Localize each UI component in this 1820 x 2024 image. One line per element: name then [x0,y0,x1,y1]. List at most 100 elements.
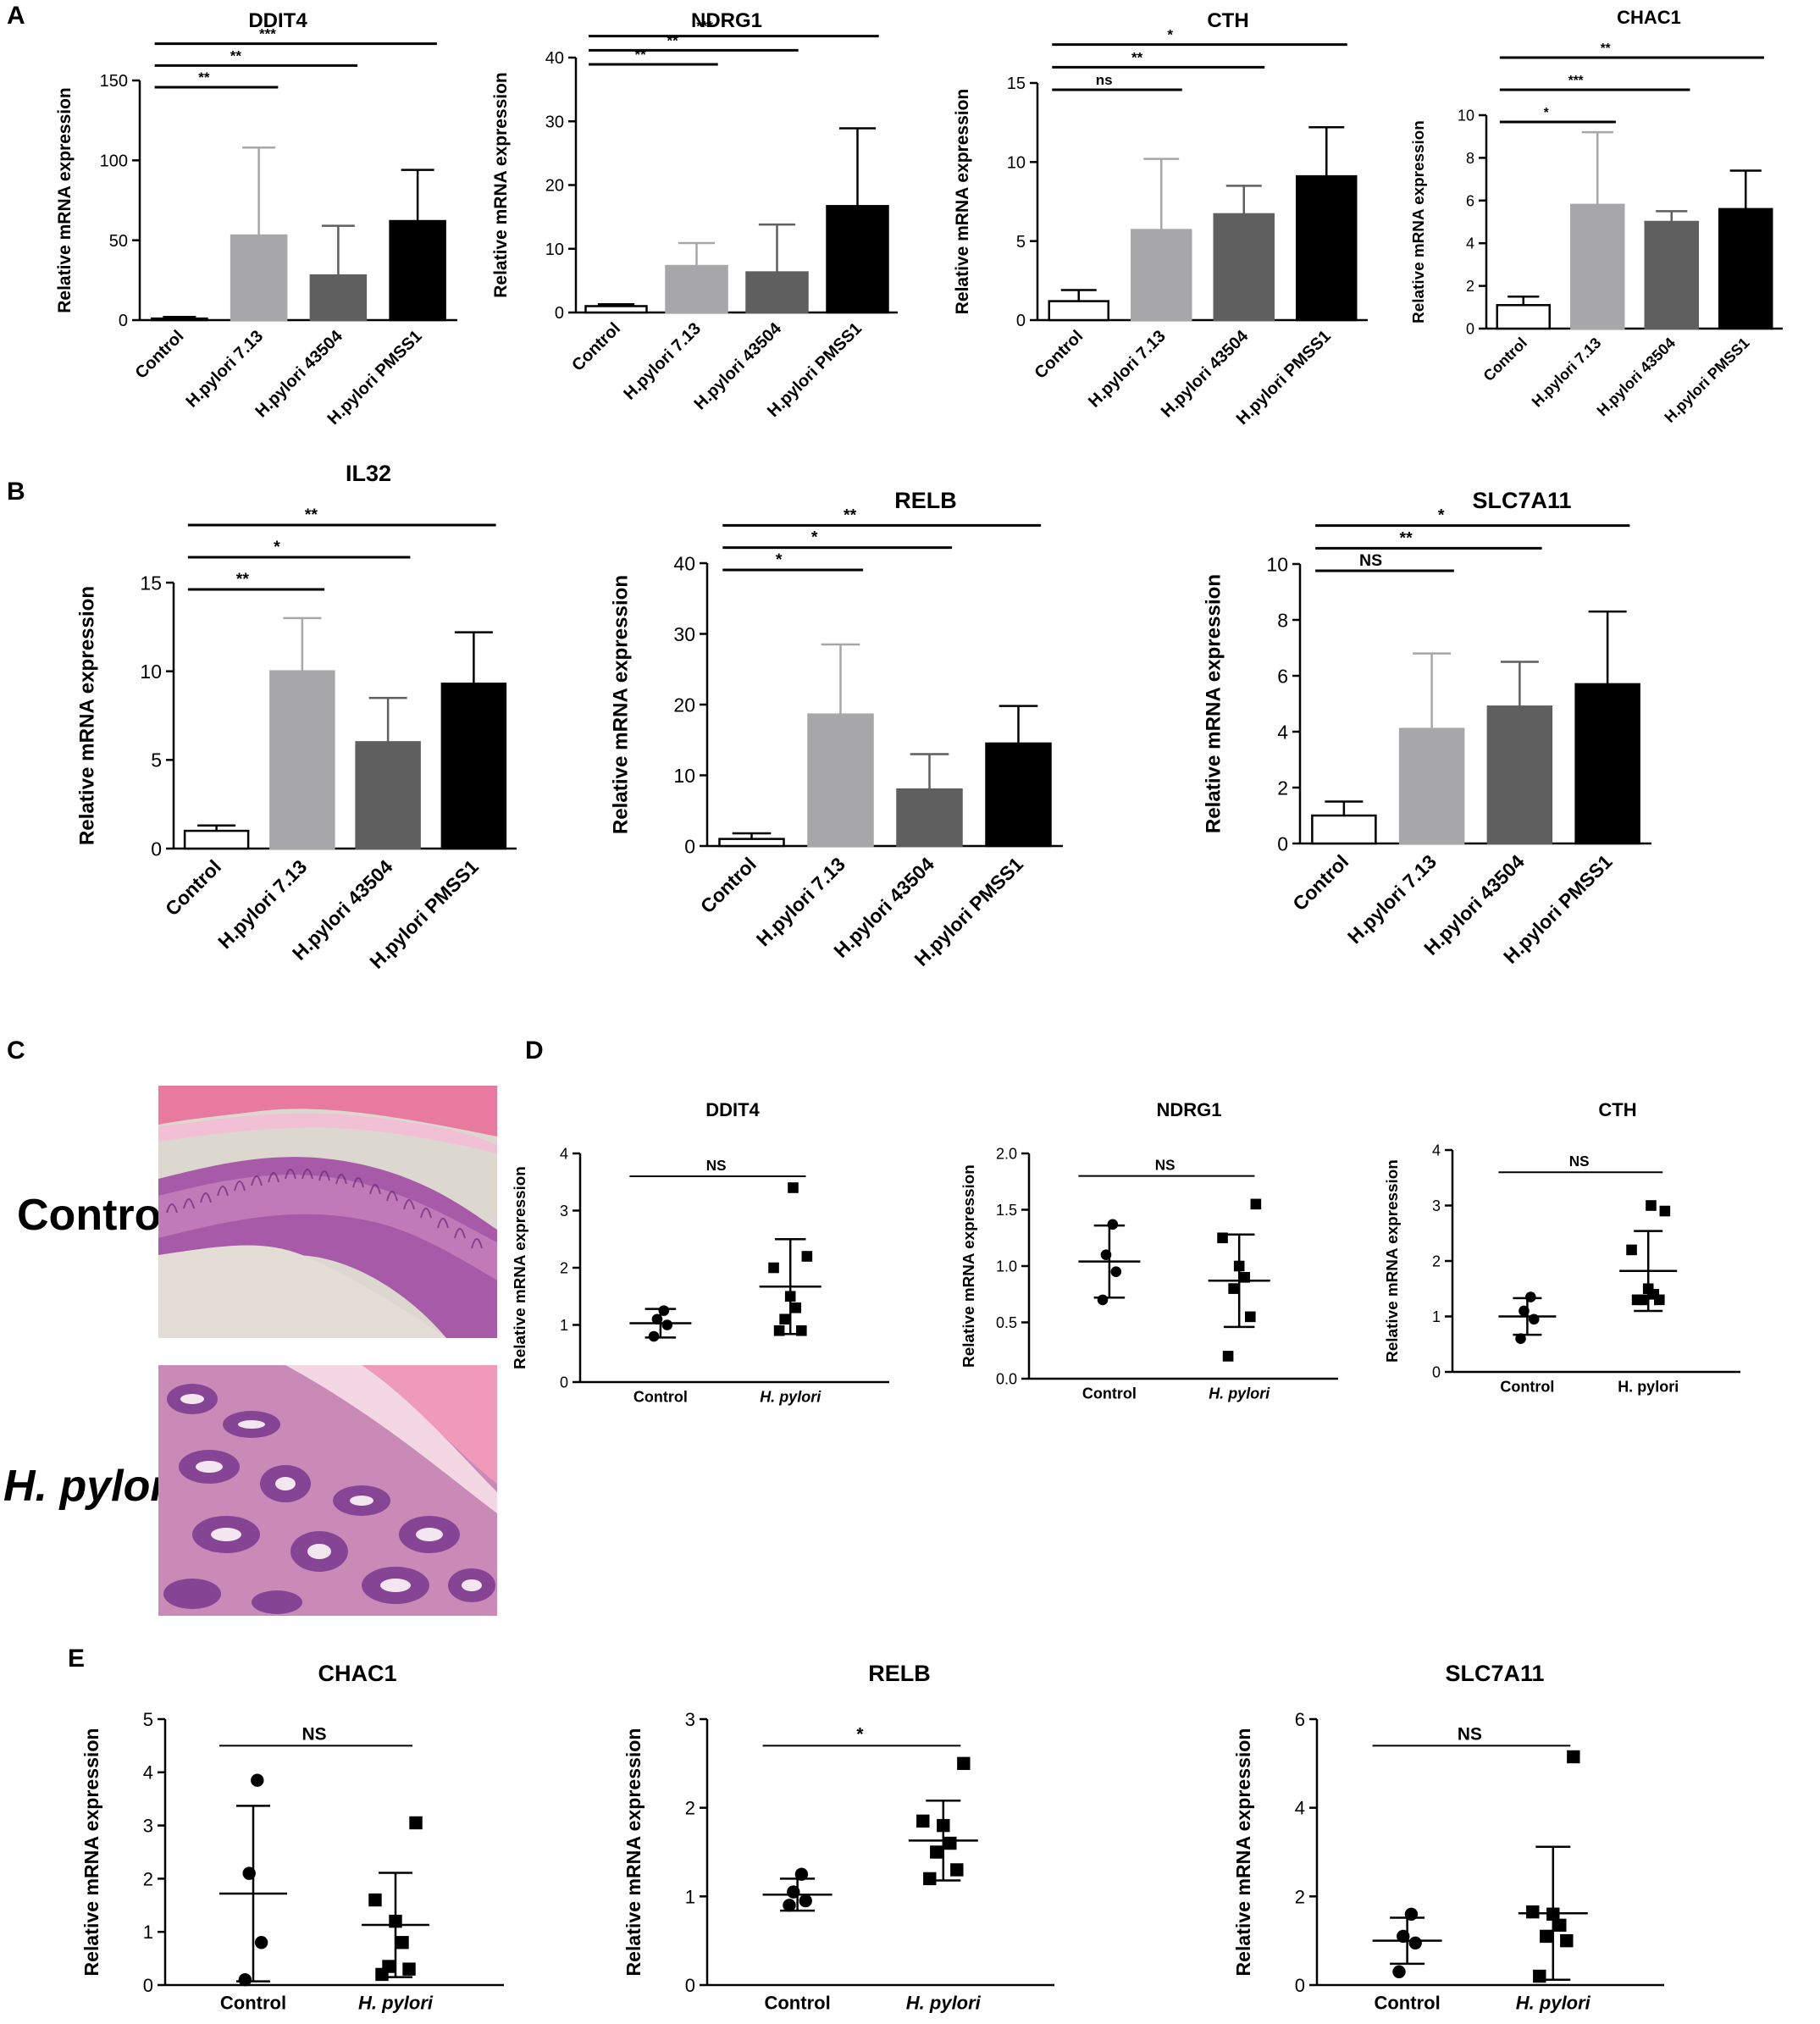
y-tick-label: 3 [685,1709,695,1730]
data-point [658,1305,670,1316]
bar [230,234,288,322]
bar [183,829,250,850]
bar [985,742,1052,848]
chart-title: RELB [894,488,957,513]
chart-title: NDRG1 [1156,1099,1221,1120]
y-tick-label: 2 [560,1259,568,1276]
significance-label: ** [1131,49,1143,65]
y-tick-label: 3 [1432,1197,1441,1214]
data-point [1250,1198,1262,1210]
bar [309,274,368,322]
y-axis-label: Relative mRNA expression [55,87,75,313]
significance-label: ** [844,506,857,524]
significance-label: ** [198,69,210,86]
y-tick-label: 10 [545,241,564,259]
data-point [1110,1266,1122,1277]
bar [355,741,421,850]
data-point [788,1182,799,1193]
bar [1131,229,1192,322]
y-tick-label: 1.0 [996,1258,1017,1275]
y-tick-label: 0 [685,1975,695,1996]
bar [269,670,335,850]
y-tick-label: 0 [555,304,564,323]
significance-label: ** [230,47,242,64]
significance-label: NS [1359,551,1382,570]
x-tick-label: Control [220,1993,286,2014]
significance-label: * [1544,106,1549,120]
data-point [402,1962,416,1976]
data-point [1560,1933,1574,1948]
data-point [1217,1232,1228,1244]
chart-d-ddit4: DDIT4 0 1 2 3 4 Relative mRNA expression Contro… [512,1099,889,1405]
panel-letter-a: A [7,2,25,30]
chart-e-chac1: CHAC1 0 1 2 3 4 5 Relative mRNA expression Contr… [80,1661,504,2014]
data-point [1097,1294,1109,1306]
chart-title: NDRG1 [691,9,762,32]
y-tick-label: 0 [151,838,162,860]
y-tick-label: 20 [545,177,564,196]
y-tick-label: 10 [673,765,695,787]
x-tick-label: H.pylori 7.13 [213,855,311,953]
y-tick-label: 40 [545,49,564,68]
y-tick-label: 4 [1466,235,1474,252]
y-tick-label: 0.5 [996,1314,1017,1331]
data-point [242,1866,256,1880]
y-axis-label: Relative mRNA expression [960,1164,978,1368]
x-tick-label: Control [132,327,188,383]
y-tick-label: 2 [1466,278,1474,295]
significance-label: *** [259,26,276,42]
y-tick-label: 1 [685,1886,695,1907]
data-point [251,1773,264,1787]
bar [1398,727,1465,845]
y-tick-label: 0 [143,1975,153,1996]
x-tick-label: Control [1480,335,1530,384]
data-point [779,1313,790,1325]
data-point [930,1845,943,1859]
significance-label: NS [301,1724,326,1744]
bar [896,788,963,848]
chart-title: DDIT4 [705,1099,760,1120]
y-tick-label: 15 [1007,75,1026,93]
y-tick-label: 8 [1277,609,1288,631]
data-point [1233,1260,1245,1272]
x-tick-label: Control [1082,1385,1137,1402]
chart-d-cth: CTH 0 1 2 3 4 Relative mRNA expression Control H… [1384,1099,1740,1395]
data-point [1515,1333,1526,1344]
bar [665,264,728,314]
data-point [238,1973,252,1987]
y-tick-label: 2 [1295,1886,1305,1907]
y-tick-label: 6 [1466,192,1474,209]
x-tick-label: H.pylori 7.13 [620,319,705,404]
chart-b-il32: IL32 0 5 10 15 Relative mRNA expression Contro… [76,461,517,973]
x-tick-label: H.pylori 43504 [1158,326,1253,421]
data-point [382,1960,396,1973]
y-axis-label: Relative mRNA expression [622,1728,644,1976]
data-point [1222,1351,1234,1362]
data-point [254,1936,268,1949]
x-tick-label: H. pylori [906,1993,982,2014]
x-tick-label: H. pylori [760,1388,821,1405]
data-point [1525,1291,1536,1302]
x-tick-label: Control [696,853,761,917]
y-axis-label: Relative mRNA expression [76,586,99,845]
chart-title: IL32 [346,461,391,486]
data-point [409,1816,423,1830]
y-tick-label: 4 [143,1762,153,1783]
data-point [1642,1283,1654,1295]
y-tick-label: 2 [1432,1253,1441,1269]
significance-label: ns [1096,72,1113,88]
y-tick-label: 0 [1432,1363,1441,1380]
data-point [389,1914,402,1928]
data-point [1404,1907,1419,1921]
chart-title: SLC7A11 [1445,1661,1544,1686]
y-tick-label: 1.5 [996,1202,1017,1219]
y-axis-label: Relative mRNA expression [1232,1728,1254,1976]
significance-label: * [274,538,280,556]
y-axis-label: Relative mRNA expression [512,1166,529,1369]
bar [584,305,648,314]
y-tick-label: 5 [151,749,162,771]
bar [1486,705,1553,845]
y-tick-label: 3 [560,1203,568,1219]
x-tick-label: H.pylori 7.13 [1085,327,1170,412]
y-tick-label: 1 [1432,1308,1441,1325]
